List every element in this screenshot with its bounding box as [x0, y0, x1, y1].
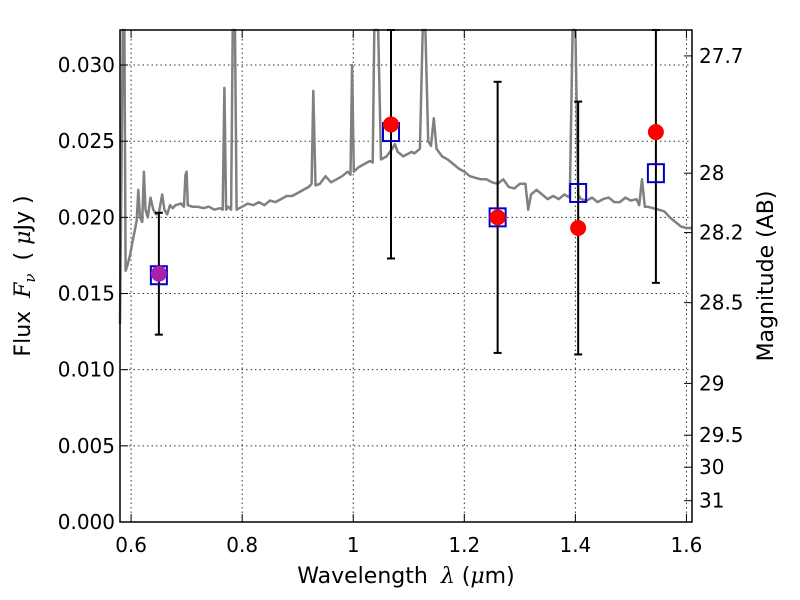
y2-tick-label: 27.7 [699, 44, 744, 68]
x-tick-label: 0.8 [226, 533, 258, 557]
y-axis-ticks: 0.000 0.005 0.010 0.015 0.020 0.025 0.030 [58, 53, 128, 534]
y2-tick-label: 28.2 [699, 221, 744, 245]
model-point [569, 182, 588, 203]
x-axis-label: Wavelength λ (μm) [297, 564, 514, 589]
model-points [149, 122, 665, 286]
observed-points [150, 116, 664, 282]
x-tick-label: 1.2 [448, 533, 480, 557]
y-tick-label: 0.010 [58, 358, 115, 382]
y2-tick-label: 28 [699, 161, 724, 185]
y-tick-label: 0.030 [58, 53, 115, 77]
y-tick-label: 0.015 [58, 282, 115, 306]
y2-tick-label: 28.5 [699, 291, 744, 315]
x-tick-label: 0.6 [115, 533, 147, 557]
spectrum-line [118, 28, 692, 325]
model-point [646, 163, 665, 184]
x-tick-label: 1.6 [671, 533, 703, 557]
y2-axis-ticks: 27.7 28 28.2 28.5 29 29.5 30 31 [684, 44, 744, 513]
grid-lines [120, 30, 692, 523]
x-tick-label: 1 [347, 533, 360, 557]
y-axis-label: Flux Fν ( μJy ) [11, 195, 41, 356]
observed-point [647, 124, 664, 141]
y2-axis-label: Magnitude (AB) [754, 191, 779, 362]
x-tick-label: 1.4 [559, 533, 591, 557]
x-axis-ticks: 0.6 0.8 1 1.2 1.4 1.6 [115, 30, 702, 557]
y2-tick-label: 31 [699, 489, 724, 513]
y-tick-label: 0.000 [58, 510, 115, 534]
y2-tick-label: 30 [699, 455, 724, 479]
observed-point [570, 220, 587, 237]
y2-tick-label: 29 [699, 371, 724, 395]
y-tick-label: 0.025 [58, 129, 115, 153]
y2-tick-label: 29.5 [699, 423, 744, 447]
plot-frame [119, 29, 693, 523]
model-spectrum [118, 28, 692, 325]
observed-point [383, 116, 400, 133]
y-tick-label: 0.005 [58, 434, 115, 458]
observed-point [150, 265, 167, 282]
observed-point [489, 209, 506, 226]
y-tick-label: 0.020 [58, 205, 115, 229]
